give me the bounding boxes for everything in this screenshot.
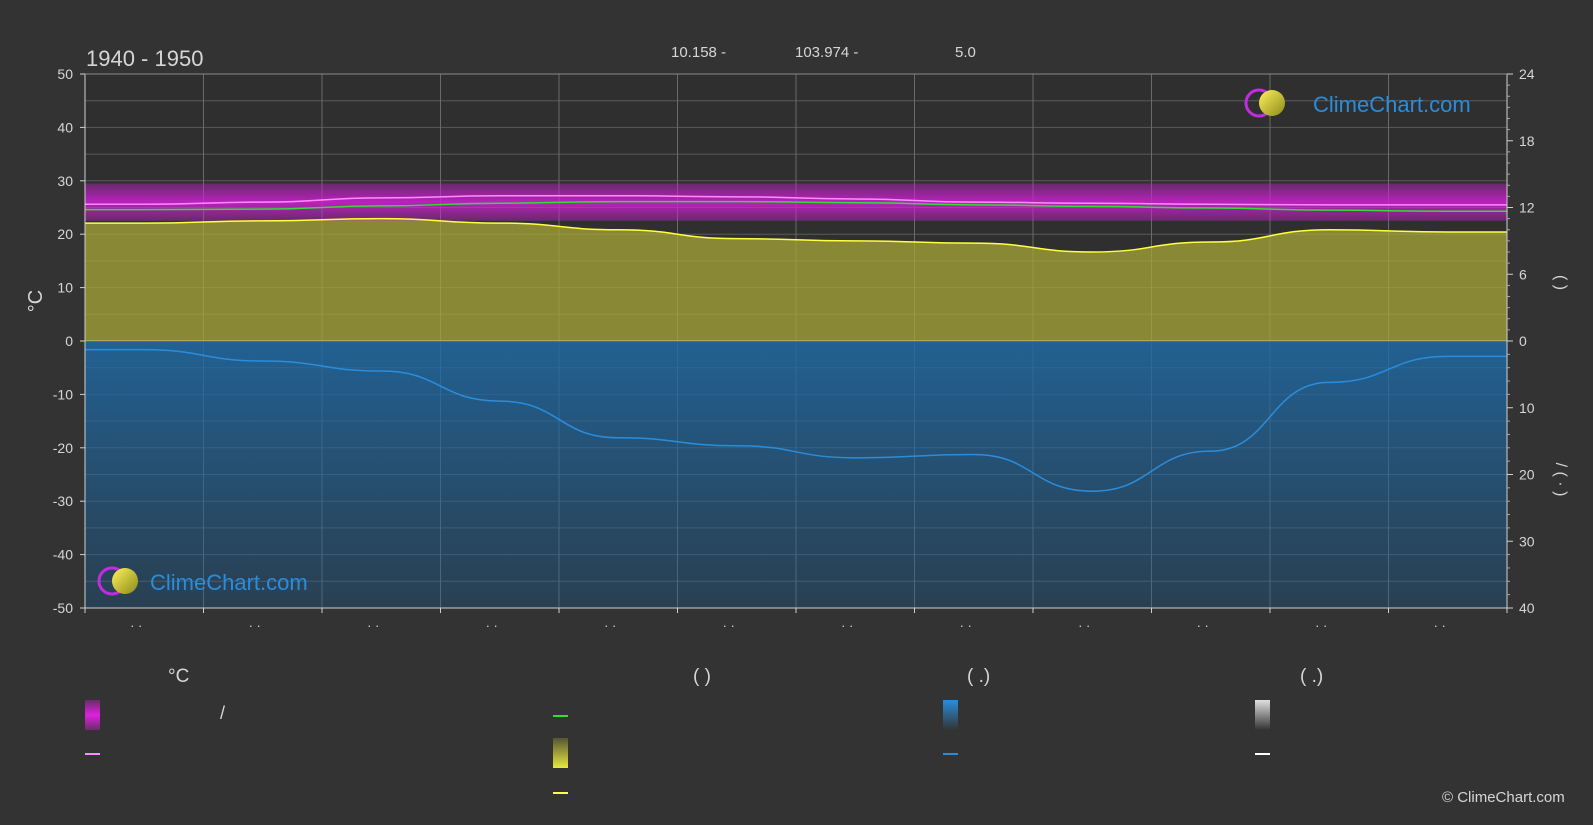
- left-axis-title: °C: [25, 290, 47, 312]
- latitude-label: 10.158 -: [671, 44, 727, 61]
- left-tick-label: 30: [57, 173, 73, 189]
- series-line-daily-max-line: [84, 195, 1507, 206]
- month-label: · ·: [604, 618, 616, 633]
- legend-rain-header: ( .): [967, 666, 991, 687]
- left-tick-label: 50: [57, 66, 73, 82]
- month-label: · ·: [1078, 618, 1090, 633]
- legend-temp-range-swatch: [85, 700, 100, 730]
- left-tick-label: -50: [53, 600, 73, 616]
- month-label: · ·: [960, 618, 972, 633]
- chart-title: 1940 - 1950: [86, 46, 204, 71]
- month-label: · ·: [1315, 618, 1327, 633]
- right-top-tick-label: 18: [1519, 133, 1535, 149]
- copyright: © ClimeChart.com: [1442, 789, 1565, 806]
- left-tick-label: -40: [53, 547, 73, 563]
- precipitation-area: [85, 341, 1507, 608]
- brand-sun-icon: [1259, 90, 1285, 116]
- month-label: · ·: [486, 618, 498, 633]
- left-tick-label: 40: [57, 119, 73, 135]
- month-label: · ·: [130, 618, 142, 633]
- legend-temp-header: °C: [168, 666, 190, 687]
- legend-rain-swatch: [943, 700, 958, 730]
- legend-mean-line-swatch: [553, 715, 568, 717]
- longitude-label: 103.974 -: [795, 44, 859, 61]
- right-top-tick-label: 12: [1519, 200, 1535, 216]
- right-bottom-tick-label: 20: [1519, 467, 1535, 483]
- series-line-precip-line: [84, 348, 1507, 492]
- legend-snow-swatch: [1255, 700, 1270, 730]
- right-bottom-tick-label: 30: [1519, 533, 1535, 549]
- left-tick-label: 0: [65, 333, 73, 349]
- legend-temp-line-swatch: [85, 753, 100, 755]
- legend-snow-header: ( .): [1300, 666, 1324, 687]
- brand-logo-top: ClimeChart.com: [1244, 88, 1471, 118]
- right-top-tick-label: 0: [1519, 333, 1527, 349]
- left-tick-label: 10: [57, 280, 73, 296]
- data-bands: [85, 183, 1507, 608]
- legend-sun-header: ( ): [693, 666, 711, 687]
- sunshine-area: [85, 218, 1507, 341]
- axes: 50 40 30 20 10 0 -10 -20 -30 -40 -50 24 18 12 6 0 10 20 30…: [25, 66, 1569, 633]
- right-bottom-tick-label: 10: [1519, 400, 1535, 416]
- right-top-tick-label: 24: [1519, 66, 1535, 82]
- month-label: · ·: [841, 618, 853, 633]
- series-line-daily-mean-line: [85, 200, 1507, 212]
- month-label: · ·: [723, 618, 735, 633]
- brand-text-bottom: ClimeChart.com: [150, 570, 308, 595]
- left-tick-label: -20: [53, 440, 73, 456]
- legend-sunshine-swatch: [553, 738, 568, 768]
- left-tick-label: -30: [53, 493, 73, 509]
- left-tick-label: -10: [53, 386, 73, 402]
- right-top-tick-label: 6: [1519, 266, 1527, 282]
- brand-text-top: ClimeChart.com: [1313, 92, 1471, 117]
- legend-rain-line-swatch: [943, 753, 958, 755]
- left-tick-label: 20: [57, 226, 73, 242]
- brand-logo-bottom: ClimeChart.com: [97, 566, 308, 596]
- month-label: · ·: [1434, 618, 1446, 633]
- climate-chart-svg: 50 40 30 20 10 0 -10 -20 -30 -40 -50 24 18 12 6 0 10 20 30…: [25, 66, 1569, 633]
- series-lines: [84, 195, 1507, 492]
- month-label: · ·: [1197, 618, 1209, 633]
- series-line-sunshine-line: [84, 217, 1507, 253]
- right-bottom-axis-title: / ( · ): [1552, 463, 1569, 497]
- elevation-label: 5.0: [955, 44, 976, 61]
- brand-sun-icon: [112, 568, 138, 594]
- legend-temp-slash: /: [220, 703, 226, 723]
- right-top-axis-title: ( ): [1552, 275, 1569, 290]
- month-label: · ·: [249, 618, 261, 633]
- month-label: · ·: [367, 618, 379, 633]
- legend-sunshine-line-swatch: [553, 792, 568, 794]
- right-bottom-tick-label: 40: [1519, 600, 1535, 616]
- legend-snow-line-swatch: [1255, 753, 1270, 755]
